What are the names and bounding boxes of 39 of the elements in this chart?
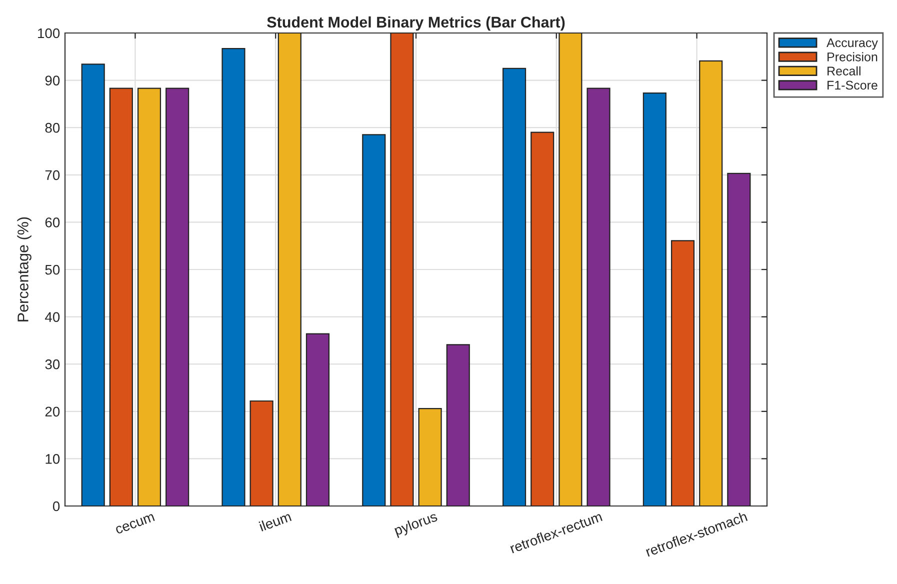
y-tick-label: 0	[52, 501, 60, 512]
bar	[137, 88, 162, 506]
bar	[446, 344, 470, 506]
bar	[362, 134, 386, 506]
bar	[166, 88, 190, 506]
bar	[250, 400, 274, 506]
bar	[558, 33, 582, 506]
bar	[699, 60, 723, 506]
legend-label: F1-Score	[828, 80, 878, 90]
bar	[418, 408, 442, 506]
y-axis-title: Percentage (%)	[17, 217, 32, 322]
bar	[390, 33, 414, 506]
bar	[81, 64, 105, 506]
y-tick-label: 40	[45, 312, 60, 322]
y-tick-label: 30	[45, 359, 60, 370]
bar	[306, 333, 330, 506]
legend-label: Precision	[828, 52, 878, 62]
bar	[586, 88, 610, 506]
y-tick-label: 90	[45, 76, 60, 86]
y-tick-label: 60	[45, 218, 60, 228]
y-tick-label: 80	[45, 122, 60, 133]
legend-label: Accuracy	[826, 38, 878, 50]
bar	[222, 48, 246, 506]
y-tick-label: 20	[45, 406, 60, 417]
bar	[530, 132, 554, 506]
y-tick-label: 10	[46, 454, 60, 464]
y-tick-label: 70	[45, 170, 60, 180]
bar	[670, 240, 695, 506]
y-tick-label: 50	[45, 264, 60, 275]
bar	[278, 33, 302, 506]
y-tick-label: 100	[38, 28, 60, 38]
bar	[642, 92, 666, 506]
chart-title: Student Model Binary Metrics (Bar Chart)	[267, 16, 565, 31]
x-tick-label: ileum	[258, 511, 292, 532]
x-tick-label: cecum	[115, 514, 155, 534]
bar	[502, 68, 526, 506]
bar	[727, 172, 751, 506]
legend-label: Recall	[828, 66, 860, 76]
bar	[109, 88, 133, 506]
